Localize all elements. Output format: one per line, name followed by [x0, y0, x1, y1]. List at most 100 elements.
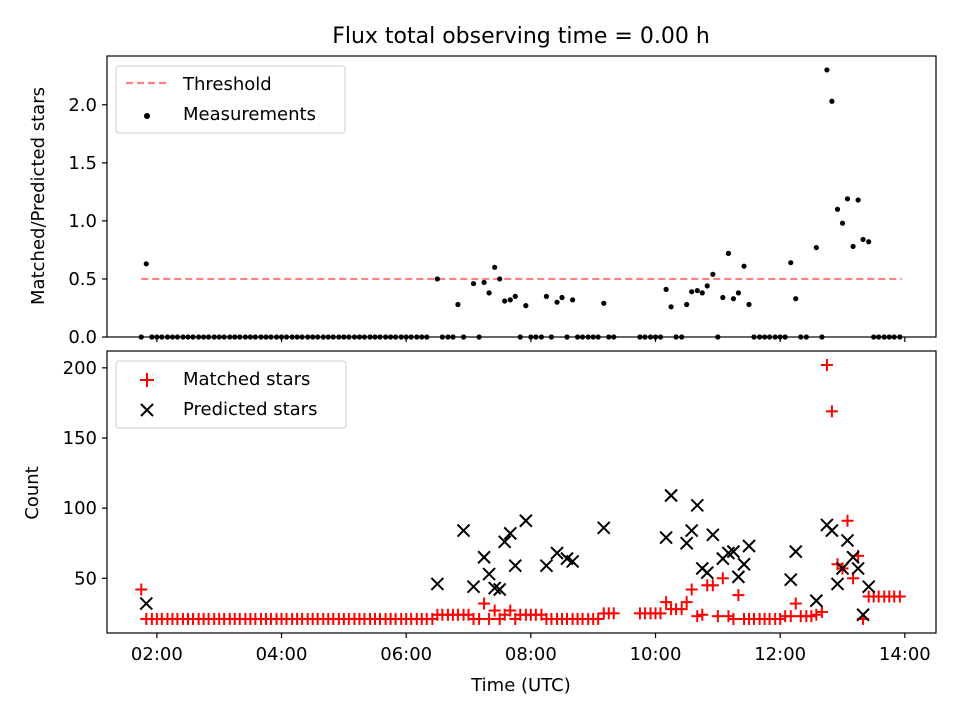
measurement-point: [834, 206, 841, 212]
bottom-panel-y-tick-label: 100: [63, 498, 97, 519]
predicted-star-marker: [706, 528, 720, 542]
top-panel-legend: Threshold Measurements: [115, 65, 346, 134]
matched-star-marker: [680, 596, 693, 609]
predicted-star-marker: [466, 579, 481, 594]
bottom-legend-matched-label: Matched stars: [183, 369, 310, 390]
measurement-point: [512, 293, 518, 299]
matched-star-marker: [483, 612, 496, 625]
predicted-star-marker: [835, 561, 850, 576]
matched-star-marker: [789, 597, 802, 610]
measurement-point: [481, 279, 487, 286]
predicted-star-marker: [456, 523, 471, 538]
predicted-star-marker: [700, 565, 714, 580]
predicted-star-marker: [565, 554, 580, 569]
matched-star-marker: [711, 610, 724, 623]
measurement-point: [543, 293, 550, 299]
matched-star-marker: [732, 589, 745, 602]
measurement-point: [689, 289, 695, 295]
measurement-point: [710, 271, 716, 277]
predicted-star-marker: [519, 514, 533, 528]
measurement-point: [860, 236, 866, 243]
predicted-star-marker: [487, 581, 502, 595]
matched-star-marker: [815, 605, 828, 618]
top-panel-x-ticks: [156, 337, 906, 342]
measurement-point: [663, 286, 669, 292]
measurement-point: [559, 294, 565, 301]
measurement-point: [434, 276, 440, 282]
bottom-panel-y-axis-label: Count: [22, 466, 43, 519]
top-panel-frame: [106, 55, 937, 338]
bottom-legend-predicted-swatch: [140, 403, 154, 417]
matched-star-marker: [716, 572, 729, 585]
matched-star-marker: [135, 583, 148, 596]
predicted-star-marker: [659, 530, 673, 545]
predicted-star-marker: [721, 546, 736, 560]
matched-star-marker: [675, 603, 688, 616]
measurement-point: [735, 290, 742, 296]
top-panel-y-tick-label: 0.0: [68, 327, 97, 348]
measurement-point: [554, 299, 560, 305]
measurement-point: [523, 303, 529, 309]
bottom-panel-x-tick-label: 12:00: [754, 644, 806, 665]
bottom-panel-predicted-layer: [139, 488, 876, 622]
predicted-star-marker: [497, 535, 512, 549]
measurement-point: [143, 261, 149, 267]
bottom-panel-x-tick-label: 04:00: [256, 644, 308, 665]
measurement-point: [684, 301, 690, 308]
bottom-panel-legend: Matched stars Predicted stars: [115, 360, 347, 429]
bottom-panel-y-tick-label: 50: [74, 568, 97, 589]
measurement-point: [497, 276, 503, 282]
predicted-star-marker: [508, 558, 522, 573]
top-panel-y-axis-label: Matched/Predicted stars: [28, 87, 49, 305]
predicted-star-marker: [539, 558, 554, 573]
measurement-point: [730, 296, 737, 302]
bottom-legend-frame: [115, 360, 347, 429]
measurement-point: [741, 263, 747, 269]
measurement-point: [813, 244, 819, 251]
matched-star-marker: [825, 405, 838, 418]
measurement-point: [668, 304, 674, 310]
matched-star-marker: [488, 604, 501, 617]
matched-star-marker: [696, 608, 709, 621]
predicted-star-marker: [846, 550, 860, 564]
measurement-point: [725, 250, 732, 256]
predicted-star-marker: [840, 533, 855, 548]
bottom-panel-y-tick-label: 200: [63, 358, 97, 379]
predicted-star-marker: [664, 488, 678, 503]
bottom-panel-x-tick-label: 08:00: [505, 644, 557, 665]
bottom-legend-predicted-label: Predicted stars: [183, 399, 317, 420]
predicted-star-marker: [731, 570, 746, 584]
predicted-star-marker: [550, 546, 564, 560]
measurement-point: [570, 297, 576, 303]
predicted-star-marker: [684, 523, 699, 538]
bottom-panel-matched-layer: [135, 359, 906, 625]
matched-star-marker: [841, 514, 854, 527]
bottom-panel-x-axis-label: Time (UTC): [470, 675, 571, 696]
measurement-point: [793, 296, 799, 302]
bottom-panel-frame: [106, 350, 937, 634]
predicted-star-marker: [851, 561, 865, 576]
top-panel: 0.00.51.01.52.0 Matched/Predicted stars …: [28, 55, 937, 348]
bottom-panel-y-tick-label: 150: [63, 428, 97, 449]
measurement-point: [850, 243, 856, 250]
top-panel-y-tick-label: 0.5: [68, 269, 97, 290]
measurement-point: [788, 260, 794, 266]
measurement-point: [866, 239, 872, 245]
measurement-point: [455, 301, 461, 308]
predicted-star-marker: [690, 498, 704, 513]
matched-star-marker: [893, 590, 906, 603]
bottom-panel-x-ticks: 02:00 04:00 06:00 08:00 10:00 12:00 14:00: [131, 633, 931, 665]
predicted-star-marker: [737, 557, 751, 571]
matched-star-marker: [727, 612, 740, 625]
bottom-legend-matched-swatch: [140, 373, 154, 387]
predicted-star-marker: [679, 536, 694, 550]
matched-star-marker: [685, 583, 698, 596]
predicted-star-marker: [726, 544, 741, 559]
measurement-point: [507, 297, 513, 303]
top-panel-y-tick-label: 1.5: [68, 153, 97, 174]
predicted-star-marker: [597, 521, 611, 535]
top-panel-y-tick-label: 1.0: [68, 211, 97, 232]
measurement-point: [470, 280, 477, 287]
matched-star-marker: [478, 597, 491, 610]
